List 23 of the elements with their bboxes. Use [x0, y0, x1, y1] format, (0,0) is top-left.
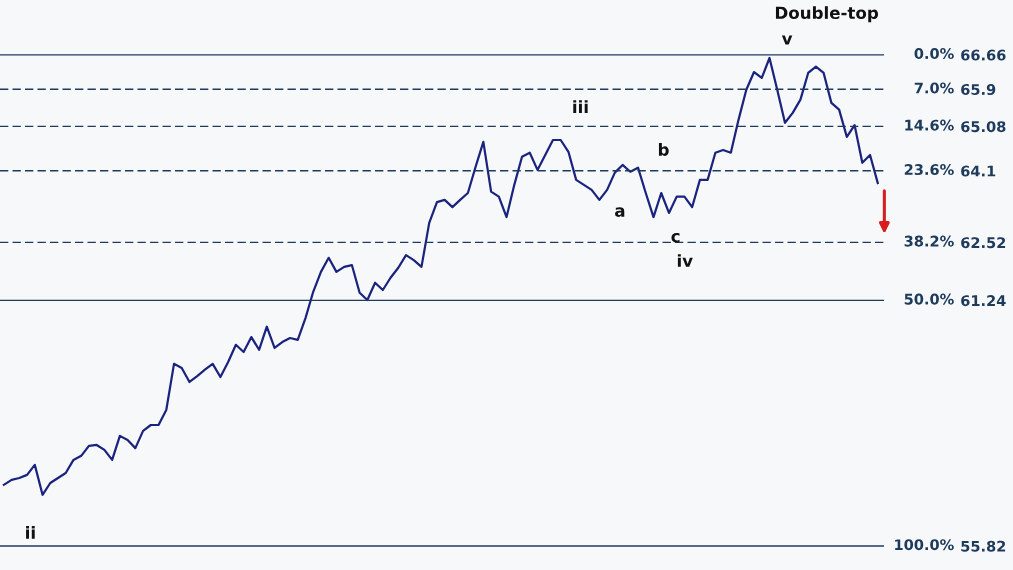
text: 23.6%: [904, 164, 954, 176]
y-tick-label: 65.08: [961, 121, 1006, 133]
text: 14.6%: [905, 119, 954, 131]
text: 38.2%: [904, 235, 954, 247]
annotation: v: [781, 35, 793, 45]
text: 7.0%: [914, 82, 954, 94]
annotation: iv: [677, 254, 693, 267]
text: 0.0%: [914, 48, 954, 60]
text: 100.0%: [895, 539, 954, 551]
annotation: c: [671, 232, 680, 243]
y-tick-label: 55.82: [961, 540, 1006, 552]
annotation: b: [658, 142, 669, 156]
annotation: Double-top: [775, 6, 879, 23]
annotation: ii: [26, 526, 35, 539]
annotation: a: [615, 207, 625, 217]
annotation: iii: [573, 100, 588, 113]
y-tick-label: 62.52: [961, 237, 1006, 249]
y-tick-label: 64.1: [961, 165, 996, 177]
y-tick-label: 66.66: [961, 49, 1006, 61]
line-series: [2, 56, 879, 496]
text: 50.0%: [904, 293, 954, 305]
y-tick-label: 65.9: [961, 83, 996, 96]
y-tick-label: 61.24: [961, 295, 1006, 307]
